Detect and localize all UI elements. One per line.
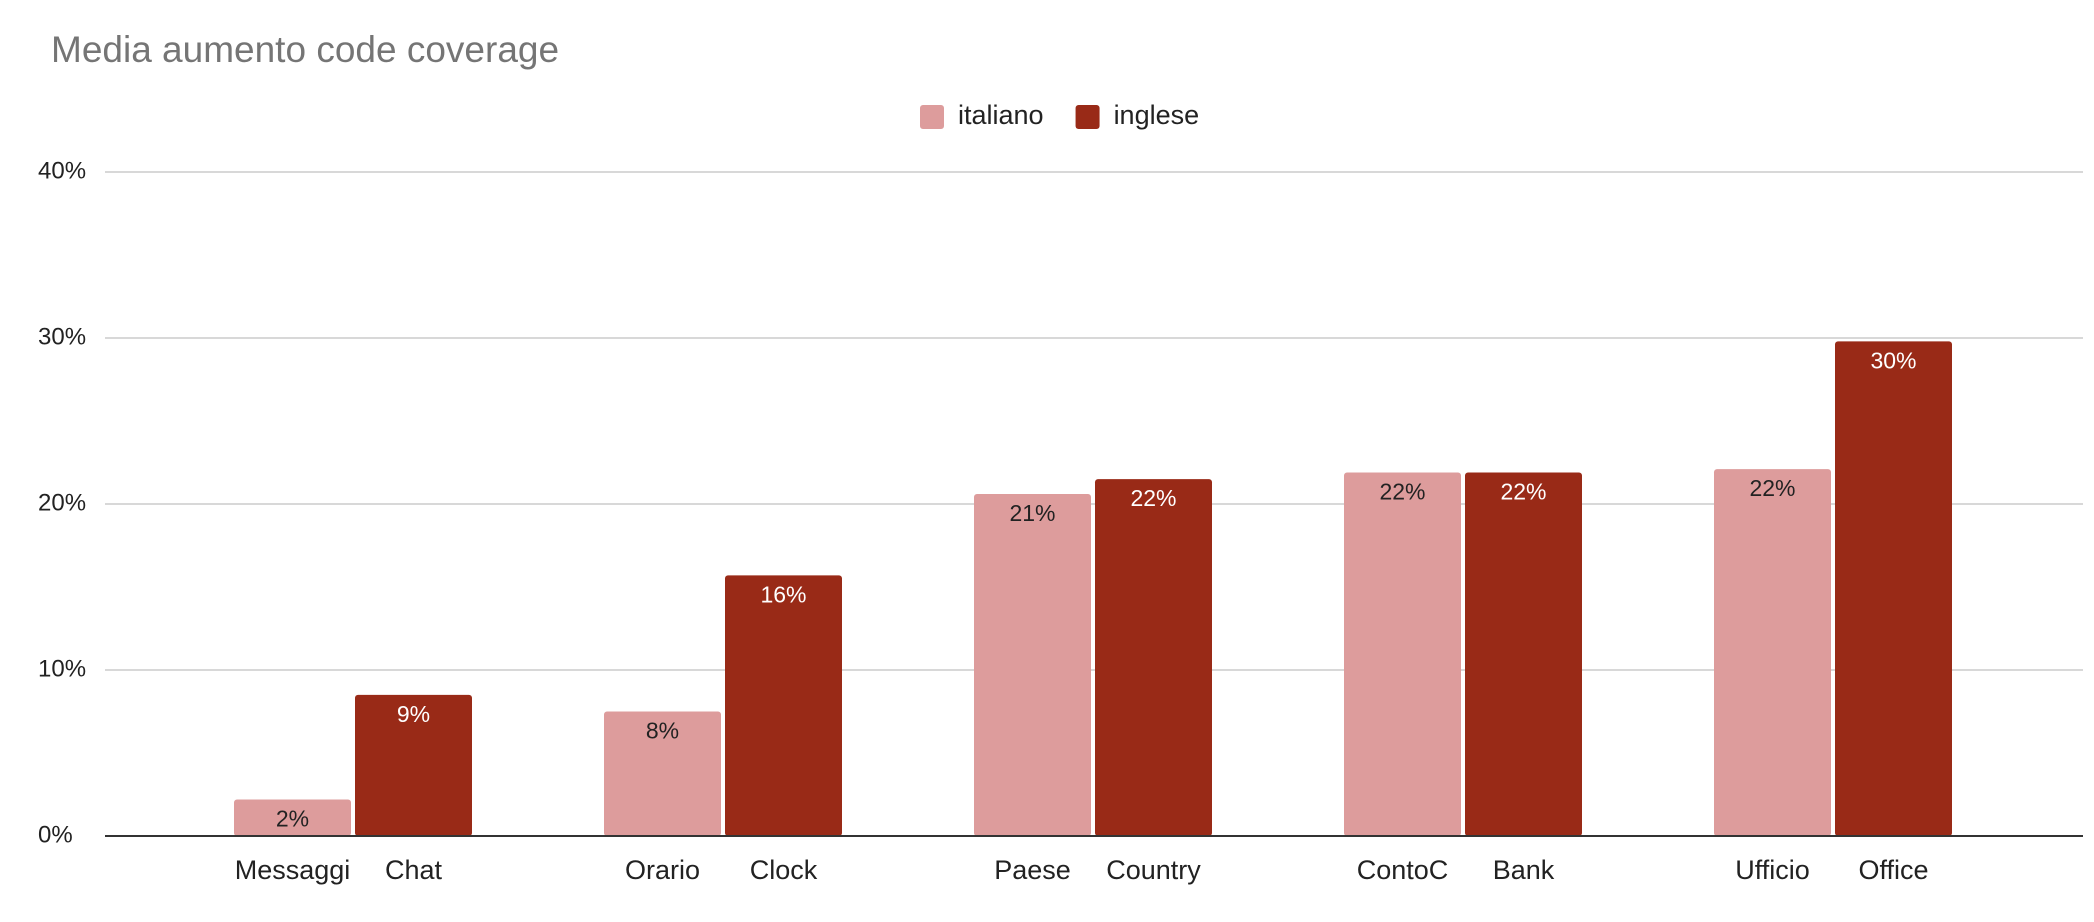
- x-tick-label: Bank: [1493, 855, 1555, 885]
- bar: [1095, 479, 1212, 836]
- data-label: 16%: [760, 581, 806, 607]
- bar: [234, 799, 351, 836]
- legend-label: inglese: [1114, 100, 1200, 130]
- bar: [1465, 472, 1582, 836]
- bar: [604, 711, 721, 836]
- y-tick-label: 20%: [38, 489, 86, 516]
- y-tick-label: 10%: [38, 655, 86, 682]
- bar: [1835, 341, 1952, 836]
- x-tick-label: ContoC: [1357, 855, 1449, 885]
- x-tick-label: Clock: [750, 855, 818, 885]
- data-label: 9%: [397, 701, 430, 727]
- data-label: 22%: [1500, 479, 1546, 505]
- x-tick-label: Messaggi: [235, 855, 351, 885]
- y-tick-label: 0%: [38, 821, 73, 848]
- bar: [725, 575, 842, 836]
- legend-swatch: [1075, 105, 1100, 129]
- x-tick-label: Chat: [385, 855, 443, 885]
- bar: [355, 694, 472, 836]
- x-tick-label: Orario: [625, 855, 700, 885]
- x-tick-label: Office: [1858, 855, 1928, 885]
- y-tick-label: 40%: [38, 157, 86, 184]
- x-tick-label: Country: [1106, 855, 1201, 885]
- data-label: 22%: [1749, 475, 1795, 501]
- bar: [1344, 472, 1461, 836]
- x-tick-label: Ufficio: [1735, 855, 1810, 885]
- chart-title: Media aumento code coverage: [51, 29, 559, 70]
- y-tick-label: 30%: [38, 323, 86, 350]
- data-label: 22%: [1379, 479, 1425, 505]
- data-label: 2%: [276, 806, 309, 832]
- data-label: 30%: [1870, 347, 1916, 373]
- data-label: 21%: [1009, 500, 1055, 526]
- bar: [974, 494, 1091, 836]
- data-label: 8%: [646, 718, 679, 744]
- bar: [1714, 469, 1831, 836]
- x-tick-label: Paese: [994, 855, 1071, 885]
- legend-swatch: [920, 105, 944, 129]
- data-label: 22%: [1130, 485, 1176, 511]
- legend-label: italiano: [958, 100, 1044, 130]
